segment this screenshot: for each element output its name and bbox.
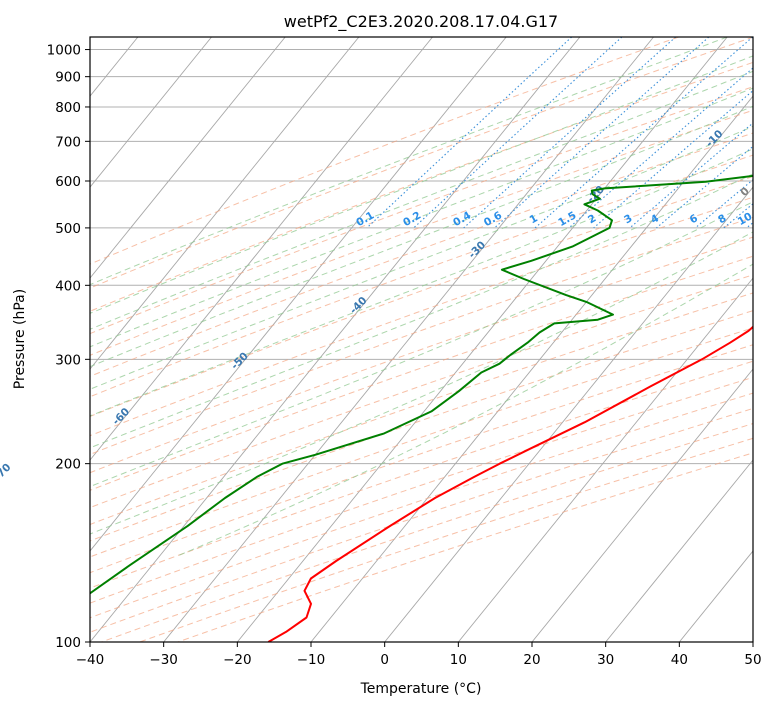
y-tick-label: 900 (55, 70, 81, 86)
isotherm-line (163, 37, 654, 642)
x-tick-label: 50 (744, 652, 761, 668)
x-tick-label: −30 (149, 652, 178, 668)
x-tick-label: 30 (597, 652, 614, 668)
isotherm-line (90, 37, 433, 461)
mixing-ratio-line (593, 89, 753, 229)
y-axis: 100 200 300 400 500 600 700 800 900 1000 (47, 43, 90, 651)
x-axis-label: Temperature (°C) (360, 681, 482, 697)
x-tick-label: −40 (76, 652, 105, 668)
y-tick-label: 200 (55, 457, 81, 473)
moist-adiabat (178, 263, 753, 556)
dry-adiabat (90, 327, 753, 558)
x-axis: −40 −30 −20 −10 0 10 20 30 40 50 (76, 642, 762, 668)
x-tick-label: −20 (223, 652, 252, 668)
moist-adiabat (90, 125, 753, 390)
y-tick-label: 400 (55, 278, 81, 294)
moist-adiabat (90, 87, 753, 348)
dry-adiabat (90, 86, 753, 335)
isotherm-line (752, 641, 753, 642)
chart-title: wetPf2_C2E3.2020.208.17.04.G17 (284, 12, 558, 32)
plot-background (90, 37, 753, 642)
isotherm-line (90, 37, 286, 279)
dry-adiabat (90, 292, 753, 526)
x-tick-label: 40 (671, 652, 688, 668)
mixing-ratio-line (629, 122, 753, 229)
isotherm-line (90, 37, 507, 552)
moist-adiabat (90, 37, 728, 286)
x-tick-label: 10 (450, 652, 467, 668)
dry-adiabat (90, 360, 753, 589)
moist-adiabat (90, 173, 753, 449)
profile-line (90, 174, 753, 595)
moist-adiabat (90, 55, 753, 314)
y-tick-label: 100 (55, 635, 81, 651)
y-tick-label: 600 (55, 174, 81, 190)
y-tick-label: 500 (55, 221, 81, 237)
dry-adiabat (90, 37, 679, 265)
isotherm-line (384, 186, 753, 642)
isotherm-label: -70 (0, 461, 14, 483)
dry-adiabat (90, 37, 753, 289)
x-tick-label: 0 (380, 652, 389, 668)
mixing-ratio-line (366, 37, 573, 229)
series-layer (90, 174, 753, 642)
isotherm-line (0, 37, 64, 642)
dry-adiabat (90, 216, 753, 455)
isotherm-line (236, 37, 728, 642)
y-tick-label: 300 (55, 352, 81, 368)
mixing-ratio-line (694, 179, 753, 229)
plot-frame (89, 36, 754, 643)
moist-adiabat (90, 231, 753, 535)
isotherm-line (90, 37, 581, 642)
dry-adiabat (90, 109, 753, 356)
background-lines (0, 37, 753, 642)
x-tick-label: 20 (523, 652, 540, 668)
dry-adiabat (90, 236, 753, 474)
dry-adiabat (90, 175, 753, 417)
isotherm-line (531, 368, 753, 642)
dry-adiabat (90, 376, 753, 604)
y-tick-label: 1000 (47, 43, 81, 59)
mixing-ratio-line (534, 37, 753, 229)
y-axis-label: Pressure (hPa) (12, 289, 28, 389)
profile-line (267, 325, 753, 642)
isotherm-line (90, 37, 360, 370)
x-tick-label: −10 (297, 652, 326, 668)
isotherm-line (90, 37, 212, 188)
y-tick-label: 700 (55, 134, 81, 150)
moist-adiabat (90, 201, 753, 488)
dry-adiabat (90, 274, 753, 509)
isotherm-line (605, 459, 753, 642)
y-tick-label: 800 (55, 100, 81, 116)
isotherm-line (457, 277, 753, 642)
mixing-ratio-line (463, 37, 677, 229)
